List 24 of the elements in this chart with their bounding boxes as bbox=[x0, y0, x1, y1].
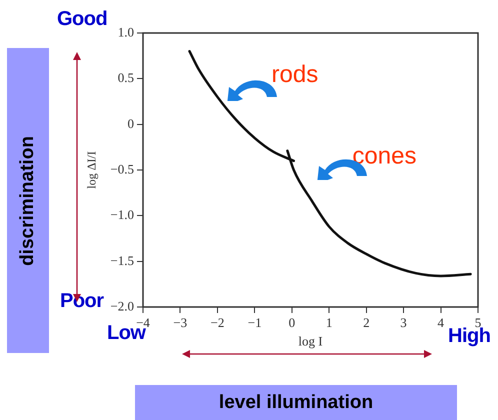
x-tick-label: 2 bbox=[363, 315, 370, 330]
x-tick-label: 3 bbox=[400, 315, 407, 330]
y-tick-label: −1.5 bbox=[110, 252, 134, 268]
y-tick-label: −2.0 bbox=[110, 298, 134, 314]
y-tick-label: −1.0 bbox=[110, 207, 134, 222]
x-axis-title: log I bbox=[298, 334, 323, 349]
y-axis-title: log ΔI/I bbox=[84, 151, 98, 189]
series-label: rods bbox=[272, 60, 318, 88]
y-tick-label: −0.5 bbox=[110, 161, 134, 176]
x-tick-label: −3 bbox=[173, 315, 188, 330]
x-tick-label: −1 bbox=[248, 315, 262, 330]
text: Poor bbox=[60, 290, 104, 312]
text: Good bbox=[57, 8, 108, 30]
y-tick-label: 0 bbox=[128, 116, 134, 131]
y-tick-label: 1.0 bbox=[118, 24, 134, 40]
text: discrimination bbox=[17, 136, 39, 266]
text: level illumination bbox=[218, 392, 374, 414]
x-tick-label: −2 bbox=[210, 315, 224, 330]
x-tick-label: 5 bbox=[474, 315, 482, 330]
x-tick-label: 0 bbox=[288, 315, 296, 330]
text: cones bbox=[352, 142, 416, 170]
x-tick-label: 1 bbox=[326, 315, 332, 330]
y-tick-label: 0.5 bbox=[118, 70, 134, 86]
x-tick-label: 4 bbox=[438, 315, 445, 330]
